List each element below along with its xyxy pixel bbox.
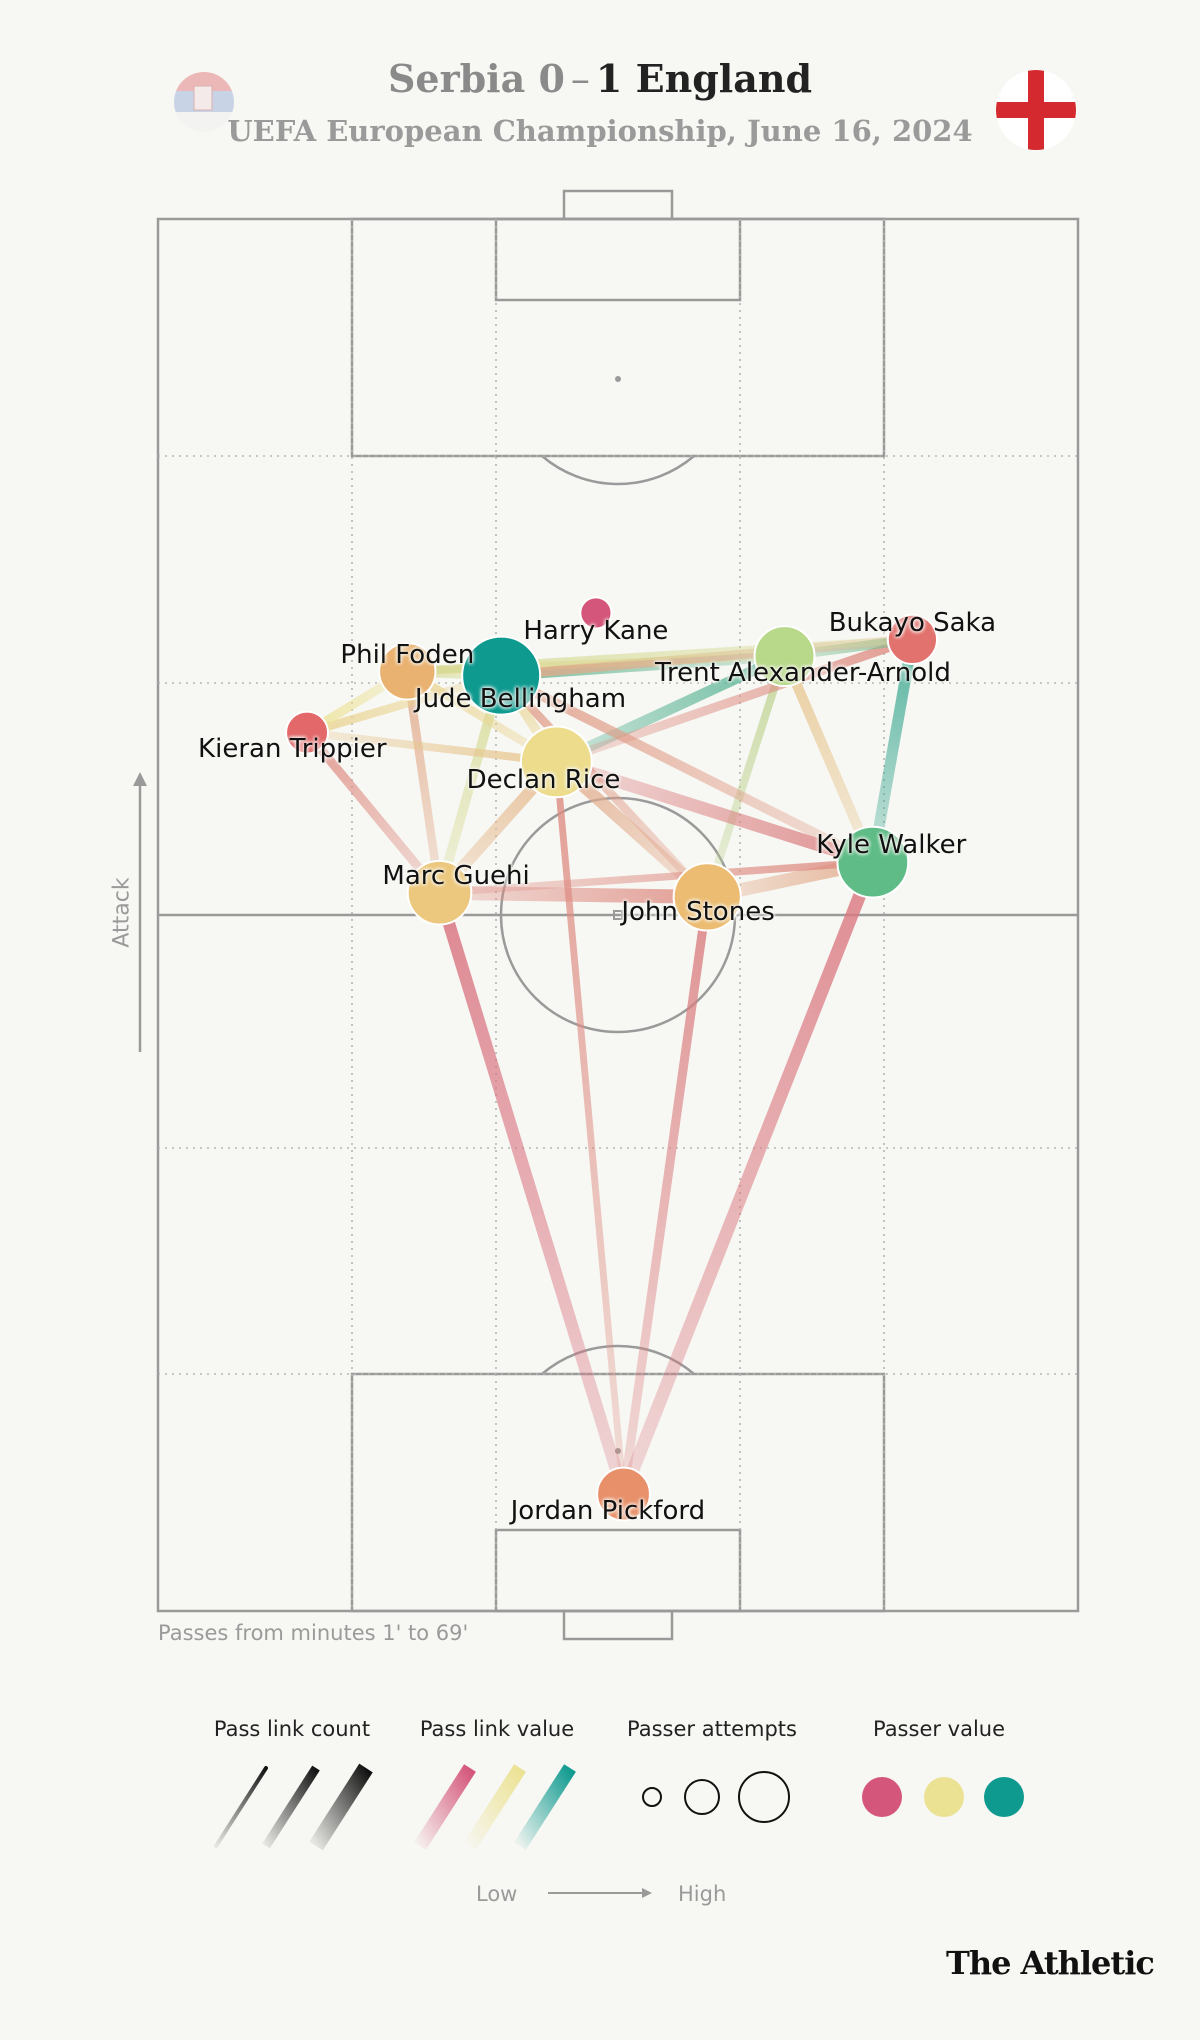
legend-passer-mid — [924, 1777, 964, 1817]
player-node — [579, 596, 613, 630]
attack-arrow-icon — [133, 772, 147, 1052]
player-label: Kyle Walker — [816, 830, 967, 861]
player-node — [519, 725, 593, 799]
pass-link — [439, 885, 708, 904]
player-node — [596, 1466, 651, 1522]
pass-link — [403, 670, 444, 894]
player-nodes — [285, 596, 939, 1522]
player-node — [378, 642, 437, 701]
brand-logo: The Athletic — [946, 1944, 1155, 1982]
england-flag-icon — [996, 70, 1076, 150]
legend-value-mid — [464, 1764, 526, 1850]
legend-count-marks — [214, 1763, 373, 1851]
pass-link — [433, 890, 630, 1496]
scale-high-label: High — [678, 1882, 727, 1906]
legend-value-marks — [414, 1764, 576, 1850]
player-label: Harry Kane — [523, 616, 669, 647]
player-label: Jude Bellingham — [414, 684, 627, 715]
match-subtitle: UEFA European Championship, June 16, 202… — [227, 114, 973, 148]
player-node — [406, 859, 473, 926]
legend-pass-link-count-title: Pass link count — [213, 1717, 371, 1741]
legend-count-high — [309, 1763, 373, 1851]
pass-link — [867, 638, 918, 864]
home-team-name: Serbia — [387, 56, 526, 101]
player-label: Bukayo Saka — [828, 607, 997, 638]
player-node — [886, 613, 939, 665]
player-label: Kieran Trippier — [198, 734, 387, 765]
pass-link — [439, 858, 874, 897]
legend-passer-high — [984, 1777, 1024, 1817]
legend-attempt-marks — [642, 1771, 790, 1823]
legend-value-high — [514, 1764, 576, 1850]
score-separator: – — [570, 57, 590, 101]
away-team-name: England — [635, 56, 813, 101]
legend-passer-value-title: Passer value — [872, 1717, 1006, 1741]
pass-link — [779, 654, 878, 865]
match-title: Serbia 0–1 England — [0, 56, 1200, 101]
player-label: Phil Foden — [340, 639, 475, 670]
pass-link — [703, 654, 789, 899]
pass-link — [306, 728, 557, 766]
legend-attempts-low — [642, 1787, 662, 1807]
legend-value-low — [414, 1764, 476, 1850]
pass-link — [554, 755, 875, 869]
pass-link — [617, 859, 879, 1497]
player-node — [753, 625, 816, 688]
legend-passer-low — [862, 1777, 902, 1817]
scale-arrow-icon — [548, 1888, 652, 1898]
player-label: Trent Alexander-Arnold — [654, 657, 951, 688]
away-score: 1 — [595, 56, 623, 101]
pass-link — [499, 671, 875, 867]
legend-count-mid — [262, 1765, 320, 1849]
player-label: John Stones — [621, 897, 775, 928]
pass-link — [554, 635, 914, 767]
scale-low-label: Low — [476, 1882, 518, 1906]
legend-pass-link-value-title: Pass link value — [419, 1717, 575, 1741]
pass-link — [619, 896, 712, 1495]
player-node — [461, 635, 542, 716]
pitch-zone-grid — [158, 219, 1078, 1611]
serbia-flag-icon — [174, 72, 234, 132]
pass-link — [303, 729, 444, 896]
home-score: 0 — [538, 56, 565, 101]
player-label: Declan Rice — [466, 764, 621, 795]
chart-footnote: Passes from minutes 1' to 69' — [158, 1621, 469, 1645]
pitch — [156, 189, 1080, 1641]
player-label: Jordan Pickford — [510, 1495, 706, 1526]
pass-link — [498, 672, 711, 900]
legend-count-low — [214, 1766, 268, 1848]
attack-axis-label: Attack — [109, 877, 135, 948]
player-node — [836, 825, 910, 899]
player-label: Marc Guehi — [382, 861, 530, 892]
player-node — [672, 862, 742, 932]
legend-passer-value-marks — [862, 1777, 1024, 1817]
legend-attempts-high — [738, 1771, 790, 1823]
player-node — [285, 710, 330, 755]
legend-passer-attempts-title: Passer attempts — [627, 1717, 797, 1741]
legend-attempts-mid — [684, 1779, 720, 1815]
